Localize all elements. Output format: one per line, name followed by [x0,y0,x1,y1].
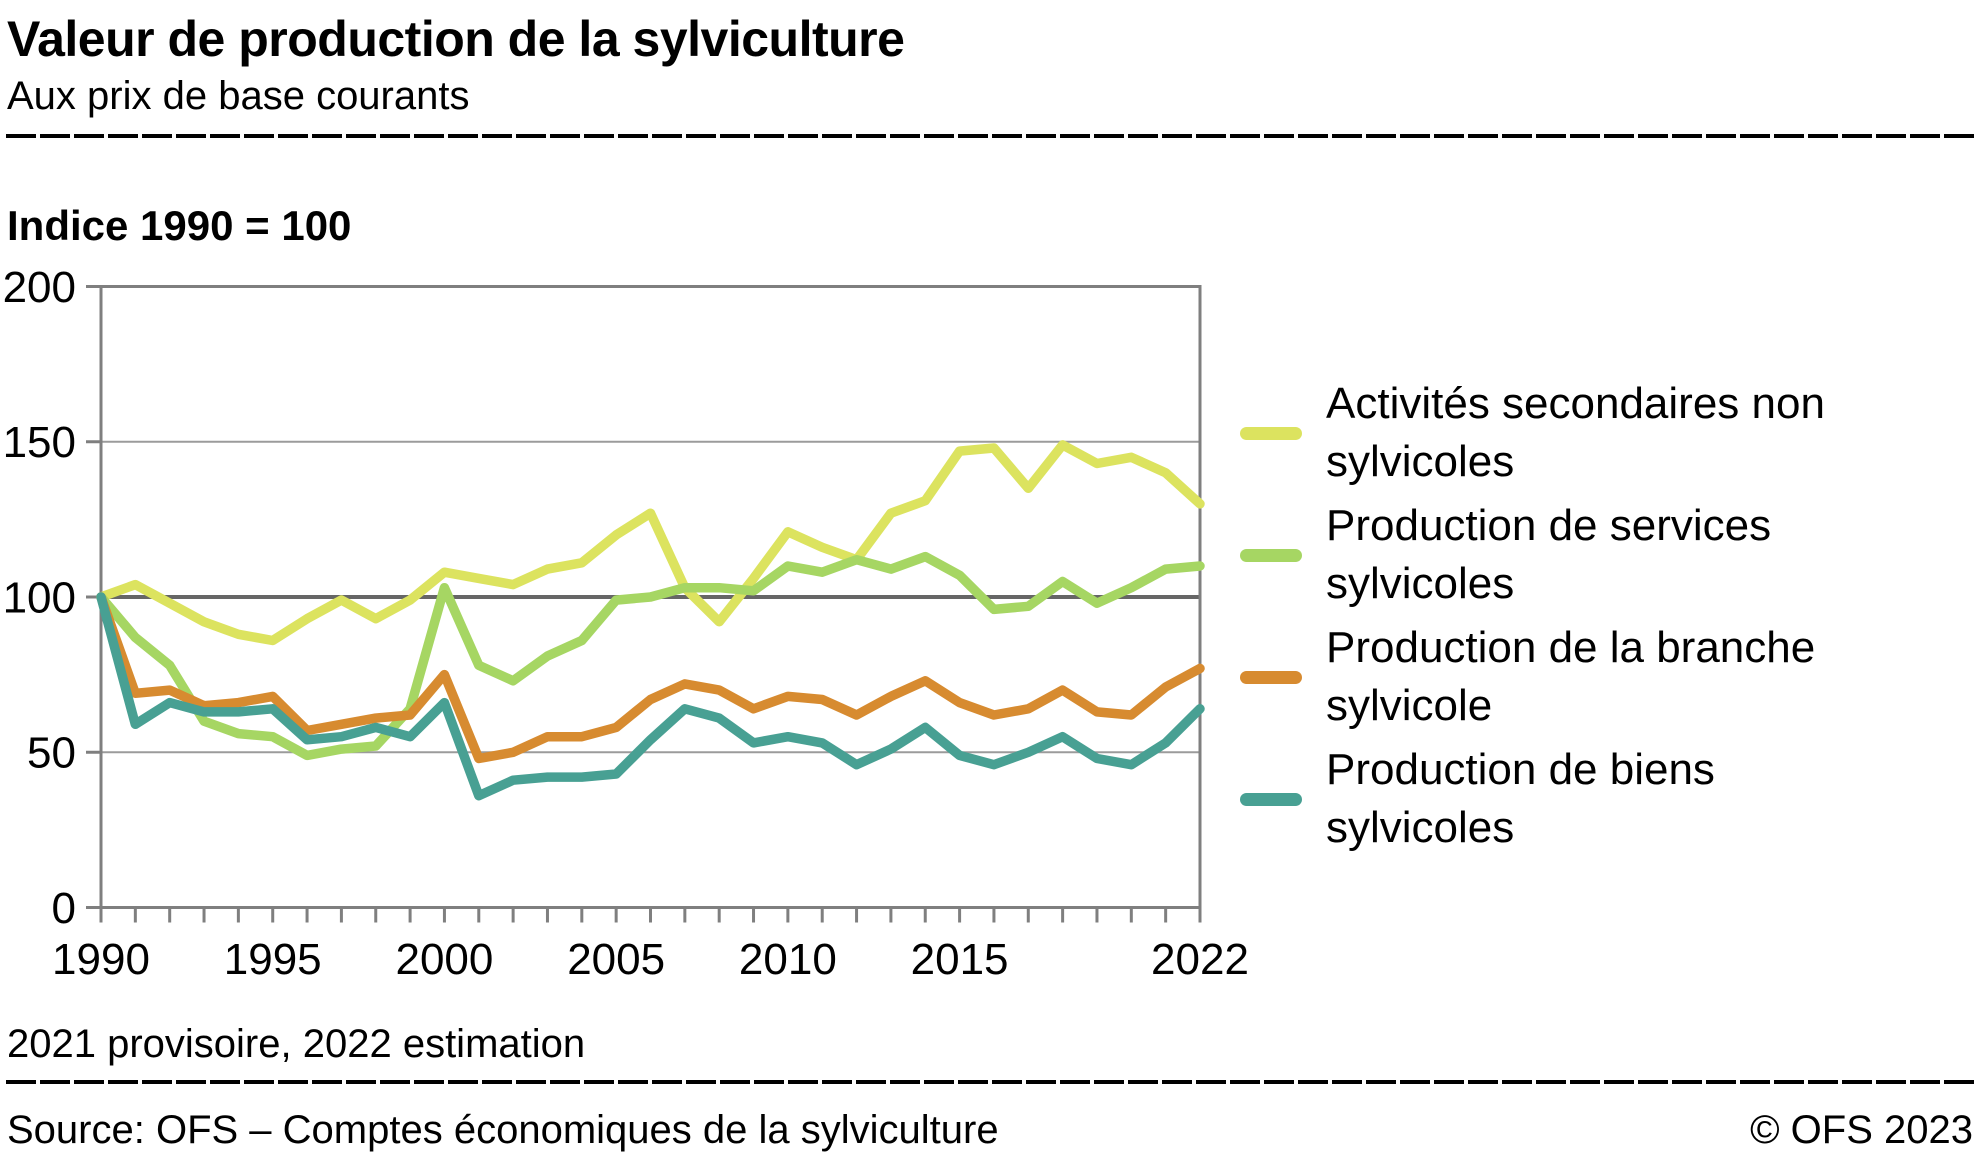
header-divider [6,134,1975,138]
footer: Source: OFS – Comptes économiques de la … [7,1108,1973,1153]
provisional-note: 2021 provisoire, 2022 estimation [7,1022,586,1066]
x-axis-label: 1990 [52,935,150,984]
x-axis-label: 2015 [911,935,1009,984]
y-axis-label: 200 [3,263,76,312]
legend-swatch-icon [1240,426,1302,440]
legend-item-3: Production de la branche sylvicole [1240,619,1970,735]
legend-swatch-icon [1240,670,1302,684]
legend-label: Production de biens sylvicoles [1326,745,1715,852]
series-line-1 [96,440,1205,646]
legend-label: Activités secondaires non sylvicoles [1326,379,1825,486]
y-axis-label: 50 [27,729,76,778]
series-line-2 [96,551,1205,761]
chart-title: Valeur de production de la sylviculture [7,11,905,67]
legend-item-4: Production de biens sylvicoles [1240,741,1970,857]
series-line-3 [96,592,1205,764]
source-label: Source: OFS – Comptes économiques de la … [7,1108,999,1152]
legend-swatch-icon [1240,548,1302,562]
legend-label: Production de la branche sylvicole [1326,623,1816,730]
chart-legend: Activités secondaires non sylvicoles Prod… [1240,375,1970,863]
legend-item-1: Activités secondaires non sylvicoles [1240,375,1970,491]
y-axis-label: 0 [52,884,76,933]
x-axis-label: 2005 [567,935,665,984]
y-axis-label: 150 [3,418,76,467]
x-axis-label: 2000 [395,935,493,984]
legend-item-2: Production de services sylvicoles [1240,497,1970,613]
x-axis-label: 2010 [739,935,837,984]
series-line-4 [96,592,1205,801]
legend-label: Production de services sylvicoles [1326,501,1772,608]
legend-swatch-icon [1240,792,1302,806]
x-axis-label: 2022 [1151,935,1249,984]
y-axis-label: 100 [3,573,76,622]
copyright-label: © OFS 2023 [1750,1108,1973,1152]
x-axis-label: 1995 [224,935,322,984]
chart-subtitle: Aux prix de base courants [7,74,470,118]
index-base-label: Indice 1990 = 100 [7,202,352,249]
footer-divider [6,1080,1975,1084]
